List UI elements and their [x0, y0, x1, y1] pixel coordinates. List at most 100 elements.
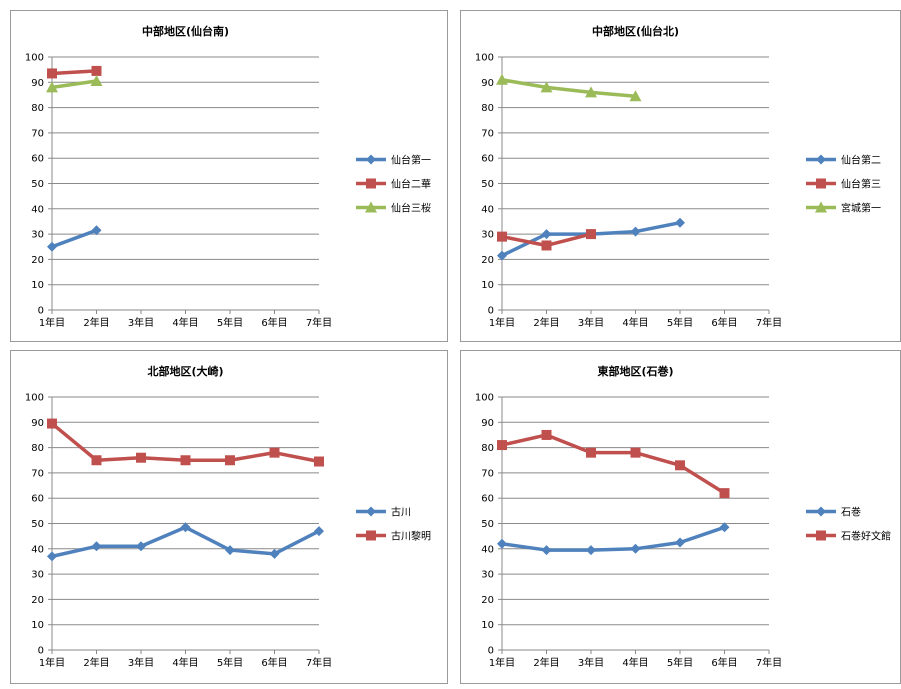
data-point [47, 418, 57, 429]
chart-title: 北部地区(大崎) [147, 364, 223, 378]
data-point [180, 522, 191, 533]
data-point [541, 240, 552, 251]
legend-label: 仙台第一 [391, 154, 431, 167]
data-point [136, 541, 146, 552]
y-tick-label: 0 [488, 646, 494, 657]
data-point [91, 225, 102, 236]
data-point [541, 429, 552, 440]
y-tick-label: 40 [31, 544, 44, 555]
data-point [91, 541, 102, 552]
data-point [497, 440, 507, 451]
x-tick-label: 3年目 [578, 656, 604, 669]
y-tick-label: 90 [31, 418, 44, 429]
x-tick-label: 6年目 [711, 316, 737, 329]
data-point [540, 81, 553, 93]
legend-label: 仙台第三 [841, 178, 881, 191]
y-tick-label: 70 [481, 128, 494, 139]
y-tick-label: 40 [481, 544, 494, 555]
x-tick-label: 4年目 [172, 656, 198, 669]
y-tick-label: 10 [31, 280, 44, 291]
chart-panel: 北部地区(大崎) 0 10 20 30 40 50 60 70 80 90 100 1年目 2年目 3年目 4… [10, 350, 448, 684]
y-tick-label: 60 [481, 494, 494, 505]
y-tick-label: 20 [481, 255, 494, 266]
y-tick-label: 10 [31, 620, 44, 631]
legend-marker [365, 201, 377, 213]
data-point [675, 217, 685, 228]
data-point [630, 543, 641, 554]
x-tick-label: 5年目 [667, 656, 693, 669]
y-tick-label: 90 [481, 78, 494, 89]
data-point [541, 229, 552, 240]
y-tick-label: 0 [38, 306, 44, 317]
x-tick-label: 5年目 [667, 316, 693, 329]
series-line [501, 433, 726, 495]
legend-marker [816, 506, 826, 517]
data-point [269, 548, 280, 559]
data-point [629, 90, 642, 102]
y-tick-label: 60 [31, 154, 44, 165]
y-tick-label: 40 [31, 204, 44, 215]
series-line [51, 69, 97, 76]
x-tick-label: 1年目 [489, 316, 515, 329]
series-line [501, 525, 726, 552]
data-point [675, 537, 685, 548]
y-tick-label: 80 [31, 443, 44, 454]
y-tick-label: 10 [481, 280, 494, 291]
data-point [497, 231, 507, 242]
data-point [496, 73, 508, 85]
y-tick-label: 50 [481, 179, 494, 190]
y-tick-label: 20 [31, 595, 44, 606]
legend-label: 古川黎明 [391, 530, 431, 543]
data-point [91, 65, 102, 76]
y-tick-label: 50 [31, 519, 44, 530]
legend-label: 古川 [391, 506, 411, 519]
legend-marker [816, 154, 826, 165]
data-point [586, 545, 596, 556]
x-tick-label: 5年目 [217, 656, 243, 669]
y-tick-label: 30 [481, 230, 494, 241]
x-tick-label: 6年目 [261, 316, 287, 329]
x-tick-label: 7年目 [306, 316, 332, 329]
legend-label: 石巻好文館 [841, 530, 891, 543]
data-point [586, 229, 596, 240]
y-tick-label: 0 [488, 306, 494, 317]
x-tick-label: 2年目 [83, 656, 109, 669]
y-tick-label: 30 [31, 230, 44, 241]
legend-marker [366, 178, 376, 189]
x-tick-label: 3年目 [128, 316, 154, 329]
y-tick-label: 10 [481, 620, 494, 631]
series-line [51, 228, 98, 249]
y-tick-label: 20 [481, 595, 494, 606]
x-tick-label: 2年目 [533, 316, 559, 329]
chart-panel: 中部地区(仙台北) 0 10 20 30 40 50 60 70 80 90 100 1年目 2年目 3年目… [460, 10, 901, 342]
legend-label: 宮城第一 [841, 202, 881, 215]
y-tick-label: 40 [481, 204, 494, 215]
series-line [501, 78, 636, 98]
data-point [586, 447, 596, 458]
x-tick-label: 5年目 [217, 316, 243, 329]
legend-label: 仙台第二 [841, 154, 881, 167]
data-point [225, 545, 235, 556]
x-tick-label: 4年目 [172, 316, 198, 329]
y-tick-label: 20 [31, 255, 44, 266]
x-tick-label: 6年目 [711, 656, 737, 669]
x-tick-label: 4年目 [622, 656, 648, 669]
series-line [51, 79, 97, 90]
data-point [47, 551, 57, 562]
legend-marker [366, 530, 376, 541]
x-tick-label: 3年目 [128, 656, 154, 669]
x-tick-label: 1年目 [489, 656, 515, 669]
y-tick-label: 80 [481, 103, 494, 114]
data-point [46, 81, 58, 93]
data-point [585, 86, 597, 98]
y-tick-label: 100 [25, 53, 44, 64]
series-line [501, 220, 681, 258]
data-point [630, 447, 641, 458]
y-tick-label: 70 [481, 468, 494, 479]
legend-marker [815, 201, 827, 213]
legend-marker [366, 506, 376, 517]
x-tick-label: 2年目 [83, 316, 109, 329]
y-tick-label: 50 [31, 179, 44, 190]
y-tick-label: 100 [25, 393, 44, 404]
data-point [91, 455, 102, 466]
